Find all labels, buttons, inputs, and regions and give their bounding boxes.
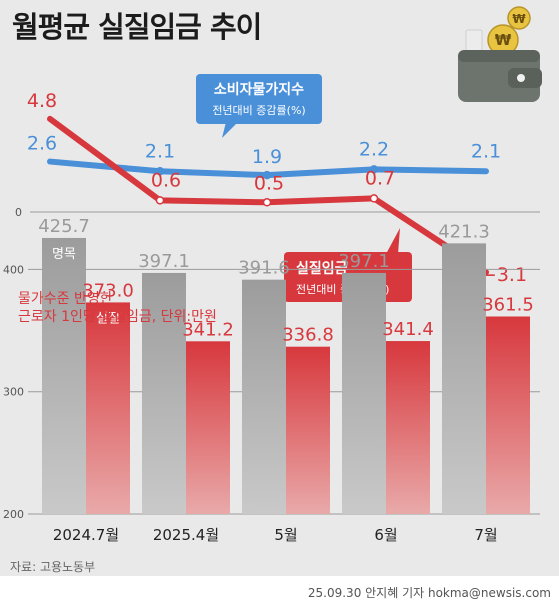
- nominal-bar-value-label: 391.6: [238, 258, 290, 279]
- real-bar: [486, 316, 530, 514]
- nominal-bar-value-label: 425.7: [38, 216, 90, 237]
- real-wage-value-label: 0.5: [254, 172, 284, 194]
- cpi-value-label: 1.9: [252, 146, 282, 168]
- wallet-icon: ₩ ₩: [458, 6, 542, 102]
- x-axis-labels: 2024.7월 2025.4월 5월 6월 7월: [53, 526, 498, 544]
- real-bar-value-label: 341.4: [382, 319, 434, 340]
- real-bar: [386, 341, 430, 514]
- cpi-callout-title: 소비자물가지수: [214, 82, 304, 98]
- nominal-bar: [342, 272, 386, 514]
- nominal-bar: [442, 243, 486, 514]
- real-bar: [286, 346, 330, 514]
- real-wage-value-label: 0.7: [365, 167, 395, 189]
- cpi-point: [262, 170, 272, 180]
- real-legend-label: 실질: [96, 311, 120, 326]
- bar-y-tick-label: 400: [3, 263, 24, 276]
- nominal-bar: [142, 272, 186, 514]
- cpi-value-label: 2.1: [145, 140, 175, 162]
- cpi-callout: 소비자물가지수 전년대비 증감률(%): [196, 74, 322, 138]
- real-wage-line: [47, 115, 489, 276]
- nominal-bar: [242, 279, 286, 514]
- nominal-bar: [42, 237, 86, 514]
- zero-tick-label: 0: [15, 206, 22, 219]
- x-axis-label: 6월: [374, 526, 397, 544]
- nominal-bar-value-label: 421.3: [438, 221, 490, 242]
- real-bar-value-label: 361.5: [482, 294, 534, 315]
- real-bar-value-label: 336.8: [282, 325, 334, 346]
- svg-text:₩: ₩: [512, 12, 526, 26]
- cpi-callout-subtitle: 전년대비 증감률(%): [212, 104, 305, 117]
- cpi-point: [155, 167, 165, 176]
- x-axis-label: 5월: [274, 526, 297, 544]
- real-wage-point: [369, 194, 379, 203]
- footer-bar: [0, 576, 559, 606]
- x-axis-label: 2025.4월: [153, 526, 219, 544]
- real-wage-value-label: 0.6: [151, 169, 181, 191]
- x-axis-label: 7월: [474, 526, 497, 544]
- real-bar: [86, 302, 130, 514]
- real-bar-value-label: 341.2: [182, 319, 234, 340]
- nominal-bar-value-label: 397.1: [338, 251, 390, 272]
- svg-text:₩: ₩: [495, 31, 512, 49]
- nominal-legend-label: 명목: [52, 247, 76, 262]
- real-wage-point: [262, 198, 272, 207]
- bar-y-tick-label: 300: [3, 386, 24, 399]
- cpi-value-label: 2.1: [471, 140, 501, 162]
- real-wage-value-label: 4.8: [27, 90, 57, 112]
- page-title: 월평균 실질임금 추이: [12, 10, 262, 44]
- cpi-value-label: 2.6: [27, 133, 57, 155]
- x-axis-label: 2024.7월: [53, 526, 119, 544]
- cpi-series: 2.6 2.1 1.9 2.2 2.1: [27, 133, 501, 180]
- real-wage-point: [155, 196, 165, 205]
- real-bar-value-label: 373.0: [82, 280, 134, 301]
- real-bar: [186, 341, 230, 514]
- nominal-bar-value-label: 397.1: [138, 251, 190, 272]
- source-text: 자료: 고용노동부: [10, 560, 96, 574]
- cpi-point: [369, 165, 379, 174]
- real-wage-value-label: −3.1: [481, 264, 527, 286]
- bar-y-tick-label: 200: [3, 508, 24, 521]
- bar-note-line1: 물가수준 반영한: [18, 291, 113, 307]
- credit-text: 25.09.30 안지혜 기자 hokma@newsis.com: [307, 586, 551, 600]
- cpi-value-label: 2.2: [359, 138, 389, 160]
- bar-note-line2: 근로자 1인당 실질임금, 단위:만원: [18, 309, 217, 325]
